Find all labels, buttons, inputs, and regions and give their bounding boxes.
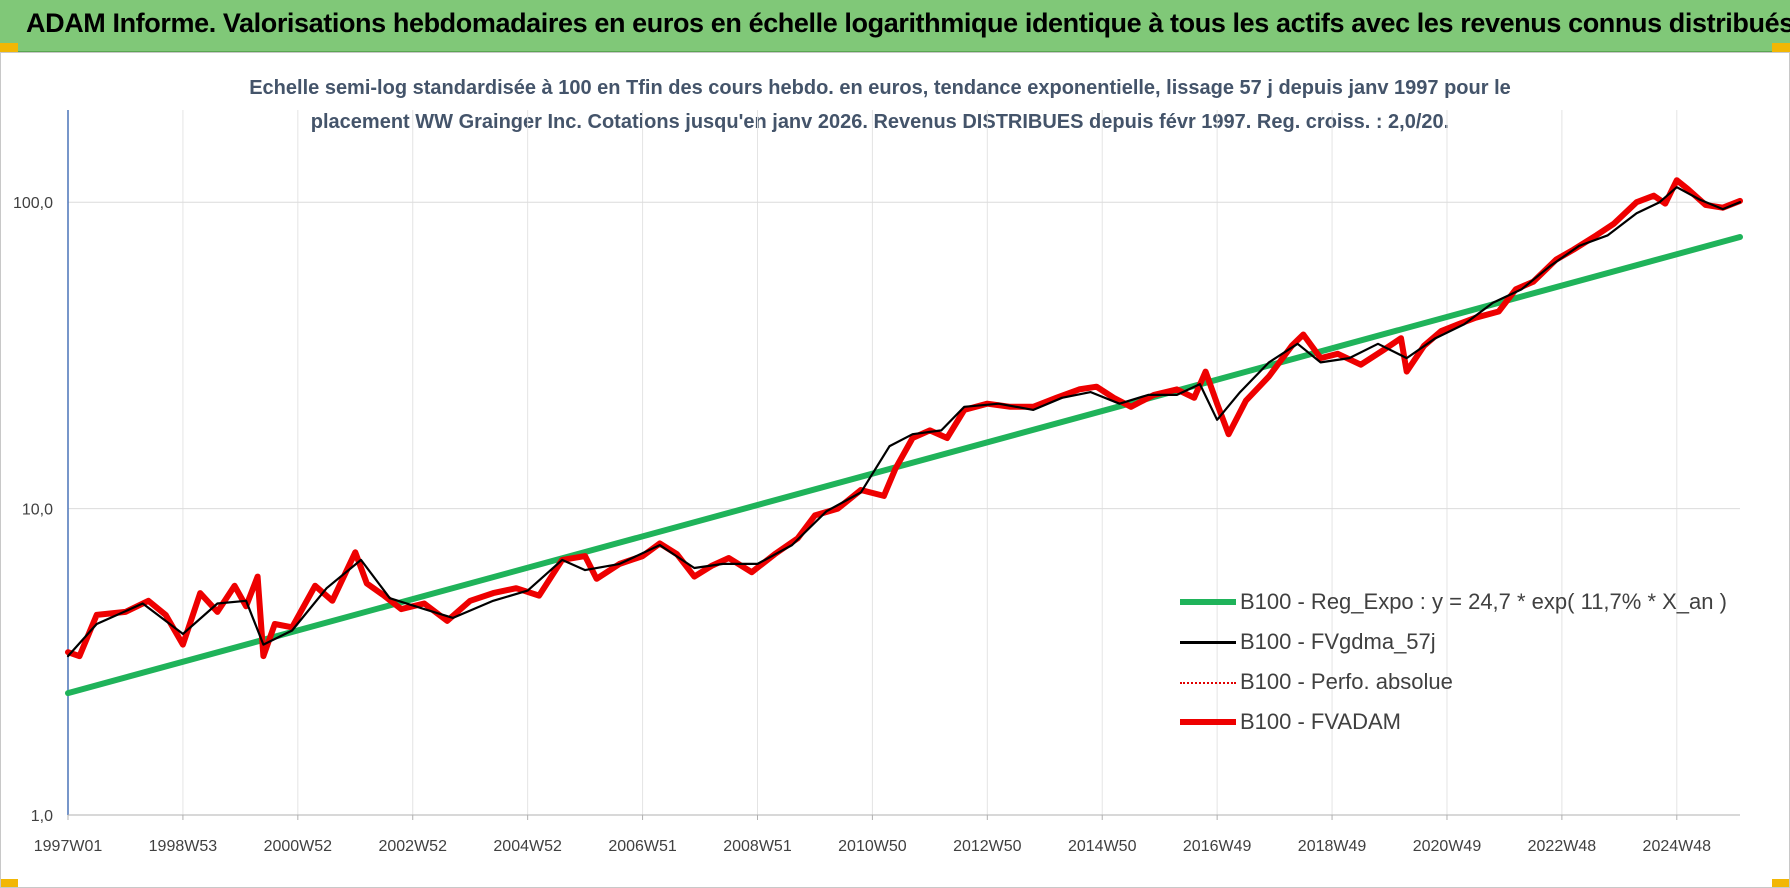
page-title: ADAM Informe. Valorisations hebdomadaire… <box>26 8 1790 38</box>
x-tick-label-0: 1997W01 <box>34 838 103 855</box>
legend-item-perfo: B100 - Perfo. absolue <box>1180 663 1740 703</box>
x-tick-label-1: 1998W53 <box>149 838 218 855</box>
legend-label-fvadam: B100 - FVADAM <box>1240 709 1401 734</box>
x-tick-label-14: 2024W48 <box>1643 838 1712 855</box>
y-tick-label-0: 1,0 <box>31 808 53 825</box>
x-tick-label-3: 2002W52 <box>378 838 447 855</box>
x-tick-label-11: 2018W49 <box>1298 838 1367 855</box>
legend: B100 - Reg_Expo : y = 24,7 * exp( 11,7% … <box>1180 583 1740 743</box>
x-tick-label-6: 2008W51 <box>723 838 792 855</box>
y-tick-label-2: 100,0 <box>13 195 53 212</box>
corner-marker-top-left <box>0 43 18 52</box>
x-tick-label-9: 2014W50 <box>1068 838 1137 855</box>
legend-label-perfo: B100 - Perfo. absolue <box>1240 669 1453 694</box>
series-line-regression <box>65 234 1743 697</box>
x-tick-label-4: 2004W52 <box>493 838 562 855</box>
x-tick-label-2: 2000W52 <box>264 838 333 855</box>
legend-swatch-fvgdma <box>1180 641 1236 644</box>
legend-label-regression: B100 - Reg_Expo : y = 24,7 * exp( 11,7% … <box>1240 589 1727 614</box>
series-line-fvgdma <box>66 186 1742 658</box>
x-tick-label-13: 2022W48 <box>1528 838 1597 855</box>
corner-marker-bottom-left <box>0 879 18 888</box>
chart-title-line-2: placement WW Grainger Inc. Cotations jus… <box>310 111 1450 133</box>
header-banner: ADAM Informe. Valorisations hebdomadaire… <box>0 0 1790 52</box>
corner-marker-top-right <box>1772 43 1790 52</box>
legend-item-fvgdma: B100 - FVgdma_57j <box>1180 623 1740 663</box>
x-tick-label-5: 2006W51 <box>608 838 677 855</box>
legend-swatch-regression <box>1180 599 1236 605</box>
legend-swatch-perfo <box>1180 682 1236 684</box>
legend-item-fvadam: B100 - FVADAM <box>1180 703 1740 743</box>
legend-swatch-fvadam <box>1180 719 1236 725</box>
corner-marker-bottom-right <box>1772 879 1790 888</box>
x-tick-label-10: 2016W49 <box>1183 838 1252 855</box>
chart-title-line-1: Echelle semi-log standardisée à 100 en T… <box>249 77 1511 99</box>
legend-label-fvgdma: B100 - FVgdma_57j <box>1240 629 1436 654</box>
x-tick-label-12: 2020W49 <box>1413 838 1482 855</box>
legend-item-regression: B100 - Reg_Expo : y = 24,7 * exp( 11,7% … <box>1180 583 1740 623</box>
x-tick-label-7: 2010W50 <box>838 838 907 855</box>
x-tick-label-8: 2012W50 <box>953 838 1022 855</box>
y-tick-label-1: 10,0 <box>22 502 53 519</box>
